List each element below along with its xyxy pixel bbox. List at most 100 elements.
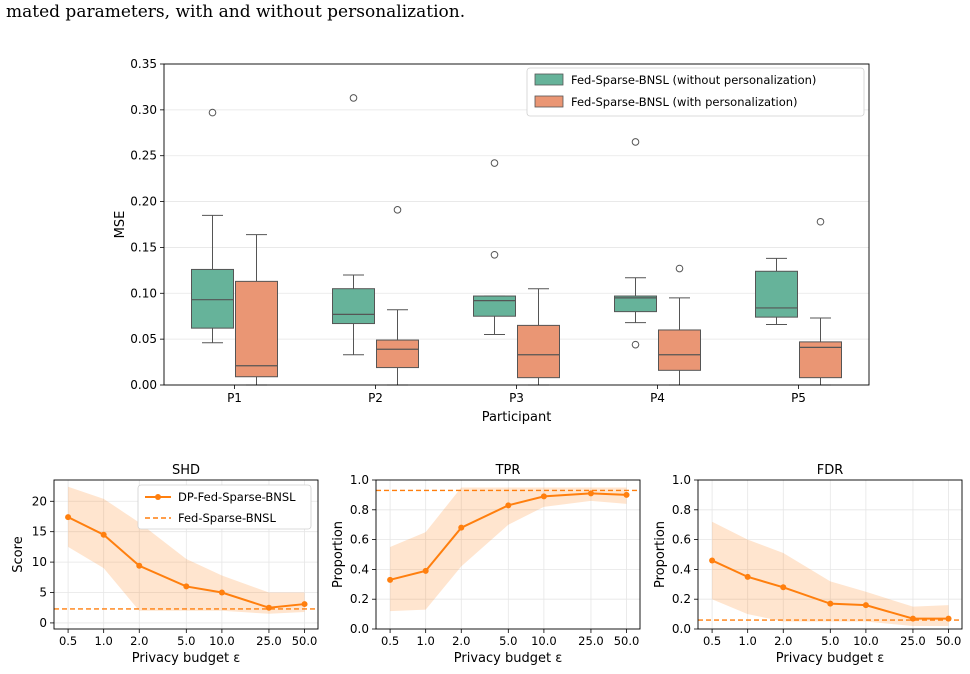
y-tick-label: 0.2 xyxy=(672,592,691,606)
y-tick-label: 0.2 xyxy=(350,592,369,606)
box-P4-without xyxy=(614,138,657,349)
data-point xyxy=(623,491,630,498)
y-tick-label: 0.10 xyxy=(130,286,157,300)
box-body xyxy=(191,268,234,329)
box-P2-with xyxy=(376,206,419,386)
y-axis-label: Proportion xyxy=(331,521,346,588)
legend-frame xyxy=(137,484,312,530)
x-tick-label: P5 xyxy=(791,391,806,405)
y-tick-label: 0.00 xyxy=(130,378,157,392)
x-tick-label: P4 xyxy=(650,391,665,405)
x-tick-label: 5.0 xyxy=(177,634,195,648)
y-tick-label: 0.25 xyxy=(130,149,157,163)
y-tick-label: 0.20 xyxy=(130,195,157,209)
x-tick-label: P2 xyxy=(368,391,383,405)
data-point xyxy=(862,602,869,609)
data-point xyxy=(100,531,107,538)
panel-title: FDR xyxy=(817,463,844,478)
panel-title: SHD xyxy=(172,463,200,478)
box-body xyxy=(755,270,798,318)
x-axis-label: Privacy budget ε xyxy=(776,651,884,666)
data-point xyxy=(387,576,394,583)
x-tick-label: 0.5 xyxy=(703,634,721,648)
boxplot-mse: 0.00 0.05 0.10 0.15 0.20 0.25 0.30 0.35 P1 P2 P3 P4… xyxy=(113,57,870,425)
x-axis-label: Participant xyxy=(482,410,552,425)
legend-label: Fed-Sparse-BNSL xyxy=(178,511,276,525)
plot-frame xyxy=(697,479,963,630)
legend-label: Fed-Sparse-BNSL (with personalization) xyxy=(571,95,798,109)
x-tick-label: 10.0 xyxy=(531,634,557,648)
data-point xyxy=(301,601,308,608)
data-point xyxy=(780,584,787,591)
box-body xyxy=(473,295,516,317)
box-P4-with xyxy=(658,264,701,386)
x-tick-label: 1.0 xyxy=(417,634,435,648)
y-tick-label: 0.8 xyxy=(672,503,691,517)
outlier-point xyxy=(349,94,358,102)
figure-caption: mated parameters, with and without perso… xyxy=(6,2,466,22)
y-tick-label: 5 xyxy=(39,586,47,600)
legend-label: DP-Fed-Sparse-BNSL xyxy=(178,490,296,504)
confidence-band xyxy=(68,486,305,614)
y-tick-label: 0.0 xyxy=(350,622,369,636)
x-tick-label: 0.5 xyxy=(381,634,399,648)
box-body xyxy=(235,280,278,378)
line-panel-2: 0.0 0.2 0.4 0.6 0.8 1.0 0.5 1.0 2.0 5.0 10.0 25.0 50… xyxy=(331,463,641,666)
outlier-point xyxy=(675,264,684,273)
x-tick-label: P3 xyxy=(509,391,524,405)
box-P1-with xyxy=(235,234,278,386)
line-panel-3: 0.0 0.2 0.4 0.6 0.8 1.0 0.5 1.0 2.0 5.0 10.0 25.0 50… xyxy=(653,463,963,666)
data-point xyxy=(587,490,594,497)
y-tick-label: 0.4 xyxy=(672,562,691,576)
outlier-point xyxy=(816,217,825,226)
data-point xyxy=(265,604,272,611)
data-point xyxy=(709,557,716,564)
y-tick-label: 0.8 xyxy=(350,503,369,517)
confidence-band xyxy=(390,487,627,612)
x-tick-label: 50.0 xyxy=(292,634,318,648)
legend-frame xyxy=(526,67,865,117)
y-tick-label: 0.05 xyxy=(130,332,157,346)
data-point xyxy=(183,583,190,590)
data-point xyxy=(945,615,952,622)
x-axis-label: Privacy budget ε xyxy=(132,651,240,666)
y-tick-label: 0.6 xyxy=(672,533,691,547)
confidence-band xyxy=(712,521,949,627)
y-tick-label: 0.0 xyxy=(672,622,691,636)
box-P2-without xyxy=(332,94,375,356)
y-tick-label: 1.0 xyxy=(350,473,369,487)
legend-label: Fed-Sparse-BNSL (without personalization… xyxy=(571,73,816,87)
box-body xyxy=(614,295,657,313)
data-point xyxy=(505,502,512,509)
box-P1-without xyxy=(191,108,234,344)
plot-frame xyxy=(53,479,319,630)
panel-title: TPR xyxy=(495,463,521,478)
x-tick-label: 50.0 xyxy=(614,634,640,648)
data-point xyxy=(827,600,834,607)
x-tick-label: 2.0 xyxy=(774,634,792,648)
x-tick-label: 5.0 xyxy=(821,634,839,648)
x-tick-label: 10.0 xyxy=(853,634,879,648)
box-body xyxy=(517,324,560,379)
outlier-point xyxy=(490,159,499,167)
x-tick-label: 25.0 xyxy=(256,634,282,648)
y-tick-label: 0.15 xyxy=(130,240,157,254)
line-panel-1: 0 5 10 15 20 0.5 1.0 2.0 5.0 10.0 25.0 50.0 SHD Priva… xyxy=(11,463,319,666)
y-tick-label: 20 xyxy=(32,494,47,508)
y-tick-label: 0.35 xyxy=(130,57,157,71)
y-tick-label: 15 xyxy=(32,525,47,539)
data-point xyxy=(136,562,143,569)
box-P5-with xyxy=(799,217,842,386)
x-tick-label: 0.5 xyxy=(59,634,77,648)
box-P5-without xyxy=(755,85,798,325)
outlier-point xyxy=(631,138,640,146)
data-point xyxy=(540,493,547,500)
y-tick-label: 0.4 xyxy=(350,562,369,576)
data-point xyxy=(422,567,429,574)
x-tick-label: 5.0 xyxy=(499,634,517,648)
data-point xyxy=(65,514,72,521)
y-tick-label: 0 xyxy=(39,616,47,630)
x-axis-label: Privacy budget ε xyxy=(454,651,562,666)
y-axis-label: MSE xyxy=(113,211,128,239)
